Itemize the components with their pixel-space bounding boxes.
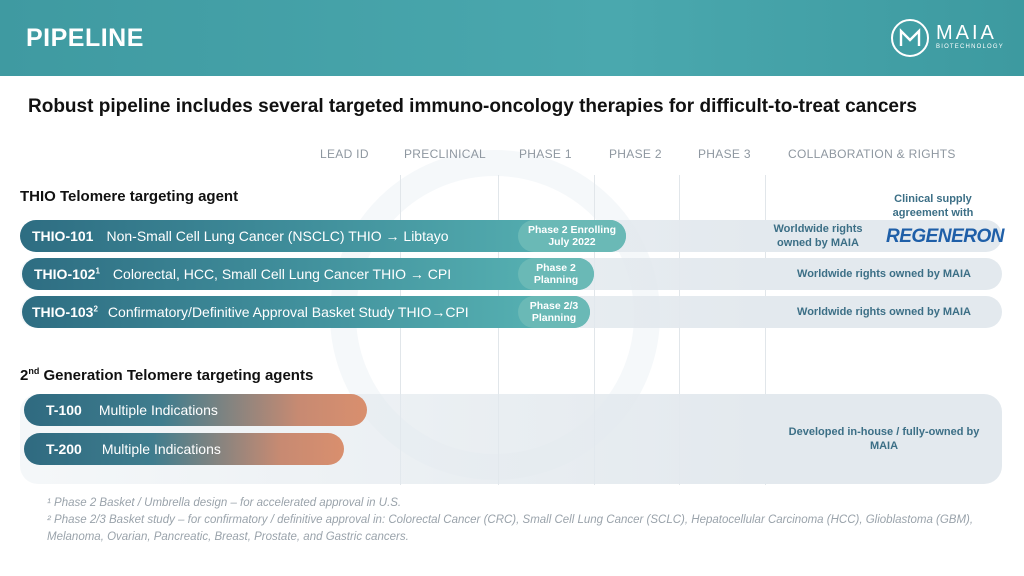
- grid-divider: [765, 175, 766, 485]
- program-bar-t-100[interactable]: T-100 Multiple Indications: [24, 394, 367, 426]
- stage-line2: Planning: [533, 274, 579, 286]
- program-code: THIO-1021: [34, 266, 100, 282]
- stage-line1: Phase 2 Enrolling: [527, 224, 617, 236]
- footnote-2: ² Phase 2/3 Basket study – for confirmat…: [47, 514, 974, 543]
- program-description: Confirmatory/Definitive Approval Basket …: [107, 304, 469, 320]
- program-bar-thio-102[interactable]: THIO-1021 Colorectal, HCC, Small Cell Lu…: [22, 258, 594, 290]
- program-description: Non-Small Cell Lung Cancer (NSCLC) THIO …: [106, 228, 449, 244]
- rights-text: Worldwide rights owned by MAIA: [768, 222, 868, 250]
- program-bar-thio-103[interactable]: THIO-1032 Confirmatory/Definitive Approv…: [22, 296, 590, 328]
- page-title: PIPELINE: [26, 24, 144, 52]
- program-description: Colorectal, HCC, Small Cell Lung Cancer …: [112, 266, 452, 282]
- stage-line2: July 2022: [548, 236, 596, 248]
- header-banner: PIPELINE MAIA BIOTECHNOLOGY: [0, 0, 1024, 76]
- program-description: Multiple Indications: [101, 441, 221, 457]
- stage-badge: Phase 2/3 Planning: [518, 296, 590, 328]
- footnote-ref: 1: [95, 266, 100, 276]
- stage-badge: Phase 2 Enrolling July 2022: [518, 220, 626, 252]
- program-bar-t-200[interactable]: T-200 Multiple Indications: [24, 433, 344, 465]
- stage-line1: Phase 2/3: [529, 300, 579, 312]
- column-header-phase3: PHASE 3: [698, 147, 751, 161]
- footnote-1: ¹ Phase 2 Basket / Umbrella design – for…: [47, 497, 402, 509]
- rights-line1: Worldwide rights: [773, 223, 863, 235]
- stage-line2: Planning: [531, 312, 577, 324]
- grid-divider: [594, 175, 595, 485]
- logo-name: MAIA: [936, 22, 997, 44]
- rights-text: Worldwide rights owned by MAIA: [797, 306, 971, 318]
- rights-line2: MAIA: [869, 440, 899, 452]
- rights-line2: owned by MAIA: [777, 237, 859, 249]
- column-header-collaboration: COLLABORATION & RIGHTS: [788, 147, 956, 161]
- program-code: THIO-101: [32, 228, 94, 244]
- program-description: Multiple Indications: [98, 402, 218, 418]
- stage-line1: Phase 2: [536, 262, 576, 274]
- program-code: T-200: [46, 441, 82, 457]
- partner-label: Clinical supply agreement with: [880, 192, 986, 220]
- logo-subtext: BIOTECHNOLOGY: [936, 44, 1004, 50]
- grid-divider: [679, 175, 680, 485]
- column-header-phase2: PHASE 2: [609, 147, 662, 161]
- grid-divider: [498, 175, 499, 485]
- section-title-thio: THIO Telomere targeting agent: [20, 188, 239, 205]
- rights-text: Developed in-house / fully-owned by MAIA: [776, 425, 992, 453]
- rights-text: Worldwide rights owned by MAIA: [797, 268, 971, 280]
- column-header-phase1: PHASE 1: [519, 147, 572, 161]
- program-code: THIO-1032: [32, 304, 98, 320]
- maia-logo-icon: [891, 19, 929, 57]
- footnote-ref: 2: [93, 304, 98, 314]
- column-header-preclinical: PRECLINICAL: [404, 147, 486, 161]
- rights-line1: Developed in-house / fully-owned by: [788, 426, 980, 438]
- partner-line1: Clinical supply: [894, 193, 972, 205]
- stage-badge: Phase 2 Planning: [518, 258, 594, 290]
- program-code: T-100: [46, 402, 82, 418]
- section-title-next-gen: 2nd Generation Telomere targeting agents: [20, 366, 314, 384]
- column-header-lead-id: LEAD ID: [320, 147, 369, 161]
- grid-divider: [400, 175, 401, 485]
- slide-subtitle: Robust pipeline includes several targete…: [28, 96, 917, 117]
- partner-line2: agreement with: [892, 207, 974, 219]
- regeneron-logo: REGENERON: [886, 226, 1004, 247]
- footnotes: ¹ Phase 2 Basket / Umbrella design – for…: [47, 495, 1007, 546]
